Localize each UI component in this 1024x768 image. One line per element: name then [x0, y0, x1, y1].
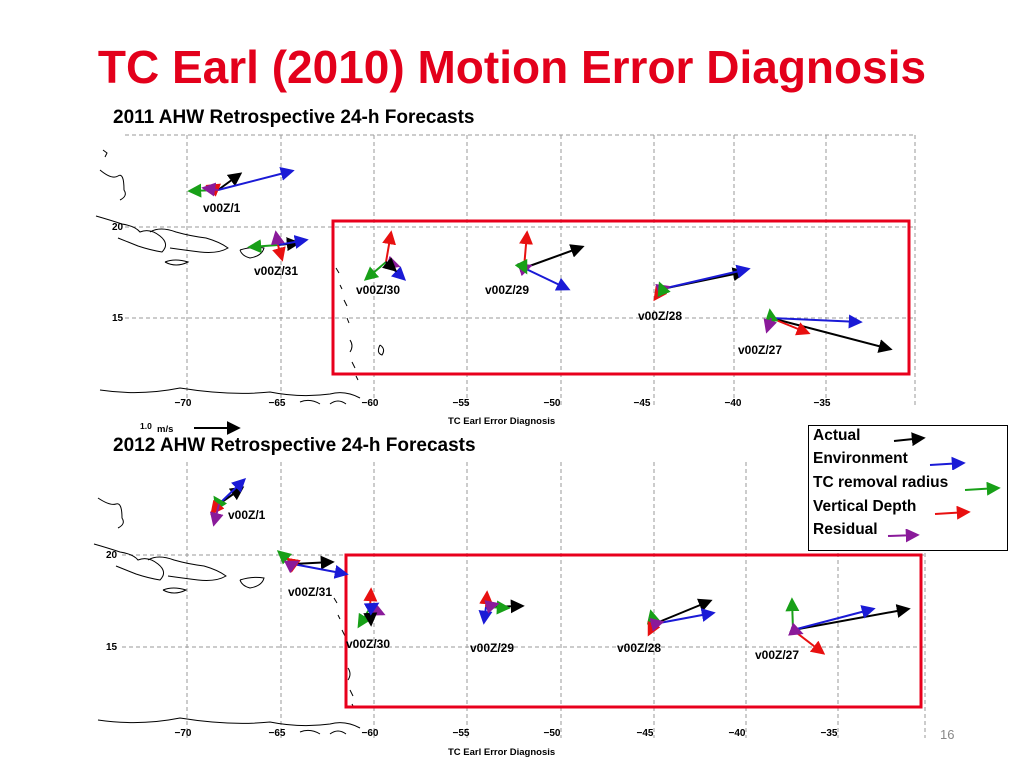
legend-arrow-environment — [929, 456, 966, 470]
legend-arrow-tc-removal-radius — [964, 482, 1001, 496]
forecast-label: v00Z/30 — [356, 283, 400, 297]
coastlines-bottom — [93, 497, 361, 735]
legend-label-environment: Environment — [813, 450, 908, 467]
forecast-arrows-top-27 — [763, 308, 893, 353]
lon-tick: −50 — [544, 398, 561, 409]
lon-tick: −55 — [453, 398, 470, 409]
forecast-label: v00Z/29 — [470, 641, 514, 655]
lon-tick: −50 — [544, 728, 561, 739]
legend-arrow-vertical-depth — [934, 506, 971, 520]
lon-tick: −45 — [634, 398, 651, 409]
lon-tick: −65 — [269, 728, 286, 739]
forecast-arrows-bottom-1 — [209, 478, 247, 527]
lon-tick: −70 — [175, 398, 192, 409]
scale-unit: m/s — [157, 424, 173, 435]
lon-tick: −55 — [453, 728, 470, 739]
lon-tick: −35 — [814, 398, 831, 409]
forecast-label: v00Z/30 — [346, 637, 390, 651]
lon-tick: −65 — [269, 398, 286, 409]
highlight-box-top — [331, 219, 911, 376]
legend: Actual Environment TC removal radius Ver… — [808, 425, 1008, 551]
forecast-label: v00Z/1 — [203, 201, 241, 215]
forecast-arrows-top-31 — [247, 230, 309, 262]
panel-title-2011: 2011 AHW Retrospective 24-h Forecasts — [113, 107, 475, 128]
lat-tick: 15 — [112, 313, 124, 324]
lon-tick: −45 — [637, 728, 654, 739]
map-caption: TC Earl Error Diagnosis — [448, 416, 555, 427]
forecast-arrows-top-30 — [363, 230, 407, 281]
forecast-arrows-bottom-27 — [785, 597, 911, 655]
lon-tick: −70 — [175, 728, 192, 739]
panel-title-2012: 2012 AHW Retrospective 24-h Forecasts — [113, 435, 476, 456]
forecast-label: v00Z/31 — [254, 264, 298, 278]
forecast-label: v00Z/27 — [738, 343, 782, 357]
highlight-box-bottom — [344, 553, 923, 709]
forecast-label: v00Z/31 — [288, 585, 332, 599]
map-panel-bottom: −70 −65 −60 −55 −50 −45 −40 −35 20 15 TC… — [93, 462, 926, 758]
forecast-arrows-bottom-28 — [646, 598, 716, 637]
map-caption: TC Earl Error Diagnosis — [448, 747, 555, 758]
forecast-arrows-top-1 — [187, 167, 295, 198]
legend-label-tc-removal-radius: TC removal radius — [813, 474, 949, 491]
forecast-label: v00Z/28 — [617, 641, 661, 655]
forecast-arrows-bottom-30 — [357, 587, 386, 629]
page-number: 16 — [940, 727, 955, 742]
legend-label-actual: Actual — [813, 427, 861, 444]
forecast-arrows-bottom-31 — [276, 550, 349, 579]
forecast-label: v00Z/1 — [228, 508, 266, 522]
forecast-label: v00Z/29 — [485, 283, 529, 297]
legend-label-residual: Residual — [813, 521, 878, 538]
forecast-label: v00Z/28 — [638, 309, 682, 323]
coastlines-top — [95, 149, 385, 405]
scale-value: 1.0 — [140, 421, 152, 431]
forecast-arrows-top-28 — [653, 264, 751, 302]
lat-tick: 15 — [106, 642, 118, 653]
lat-tick: 20 — [112, 222, 124, 233]
forecast-label: v00Z/27 — [755, 648, 799, 662]
forecast-arrows-top-29 — [514, 230, 585, 291]
map-panel-top: −70 −65 −60 −55 −50 −45 −40 −35 20 15 TC… — [95, 134, 916, 435]
legend-arrow-residual — [887, 529, 920, 543]
lon-tick: −60 — [362, 398, 379, 409]
lon-tick: −35 — [821, 728, 838, 739]
lat-tick: 20 — [106, 550, 118, 561]
grid-bottom — [122, 462, 926, 738]
legend-arrow-actual — [893, 432, 926, 446]
lon-tick: −40 — [729, 728, 746, 739]
grid-top — [125, 134, 916, 408]
lon-tick: −40 — [725, 398, 742, 409]
forecast-arrows-bottom-29 — [478, 590, 525, 625]
lon-tick: −60 — [362, 728, 379, 739]
legend-label-vertical-depth: Vertical Depth — [813, 498, 917, 515]
slide-title: TC Earl (2010) Motion Error Diagnosis — [97, 41, 927, 93]
